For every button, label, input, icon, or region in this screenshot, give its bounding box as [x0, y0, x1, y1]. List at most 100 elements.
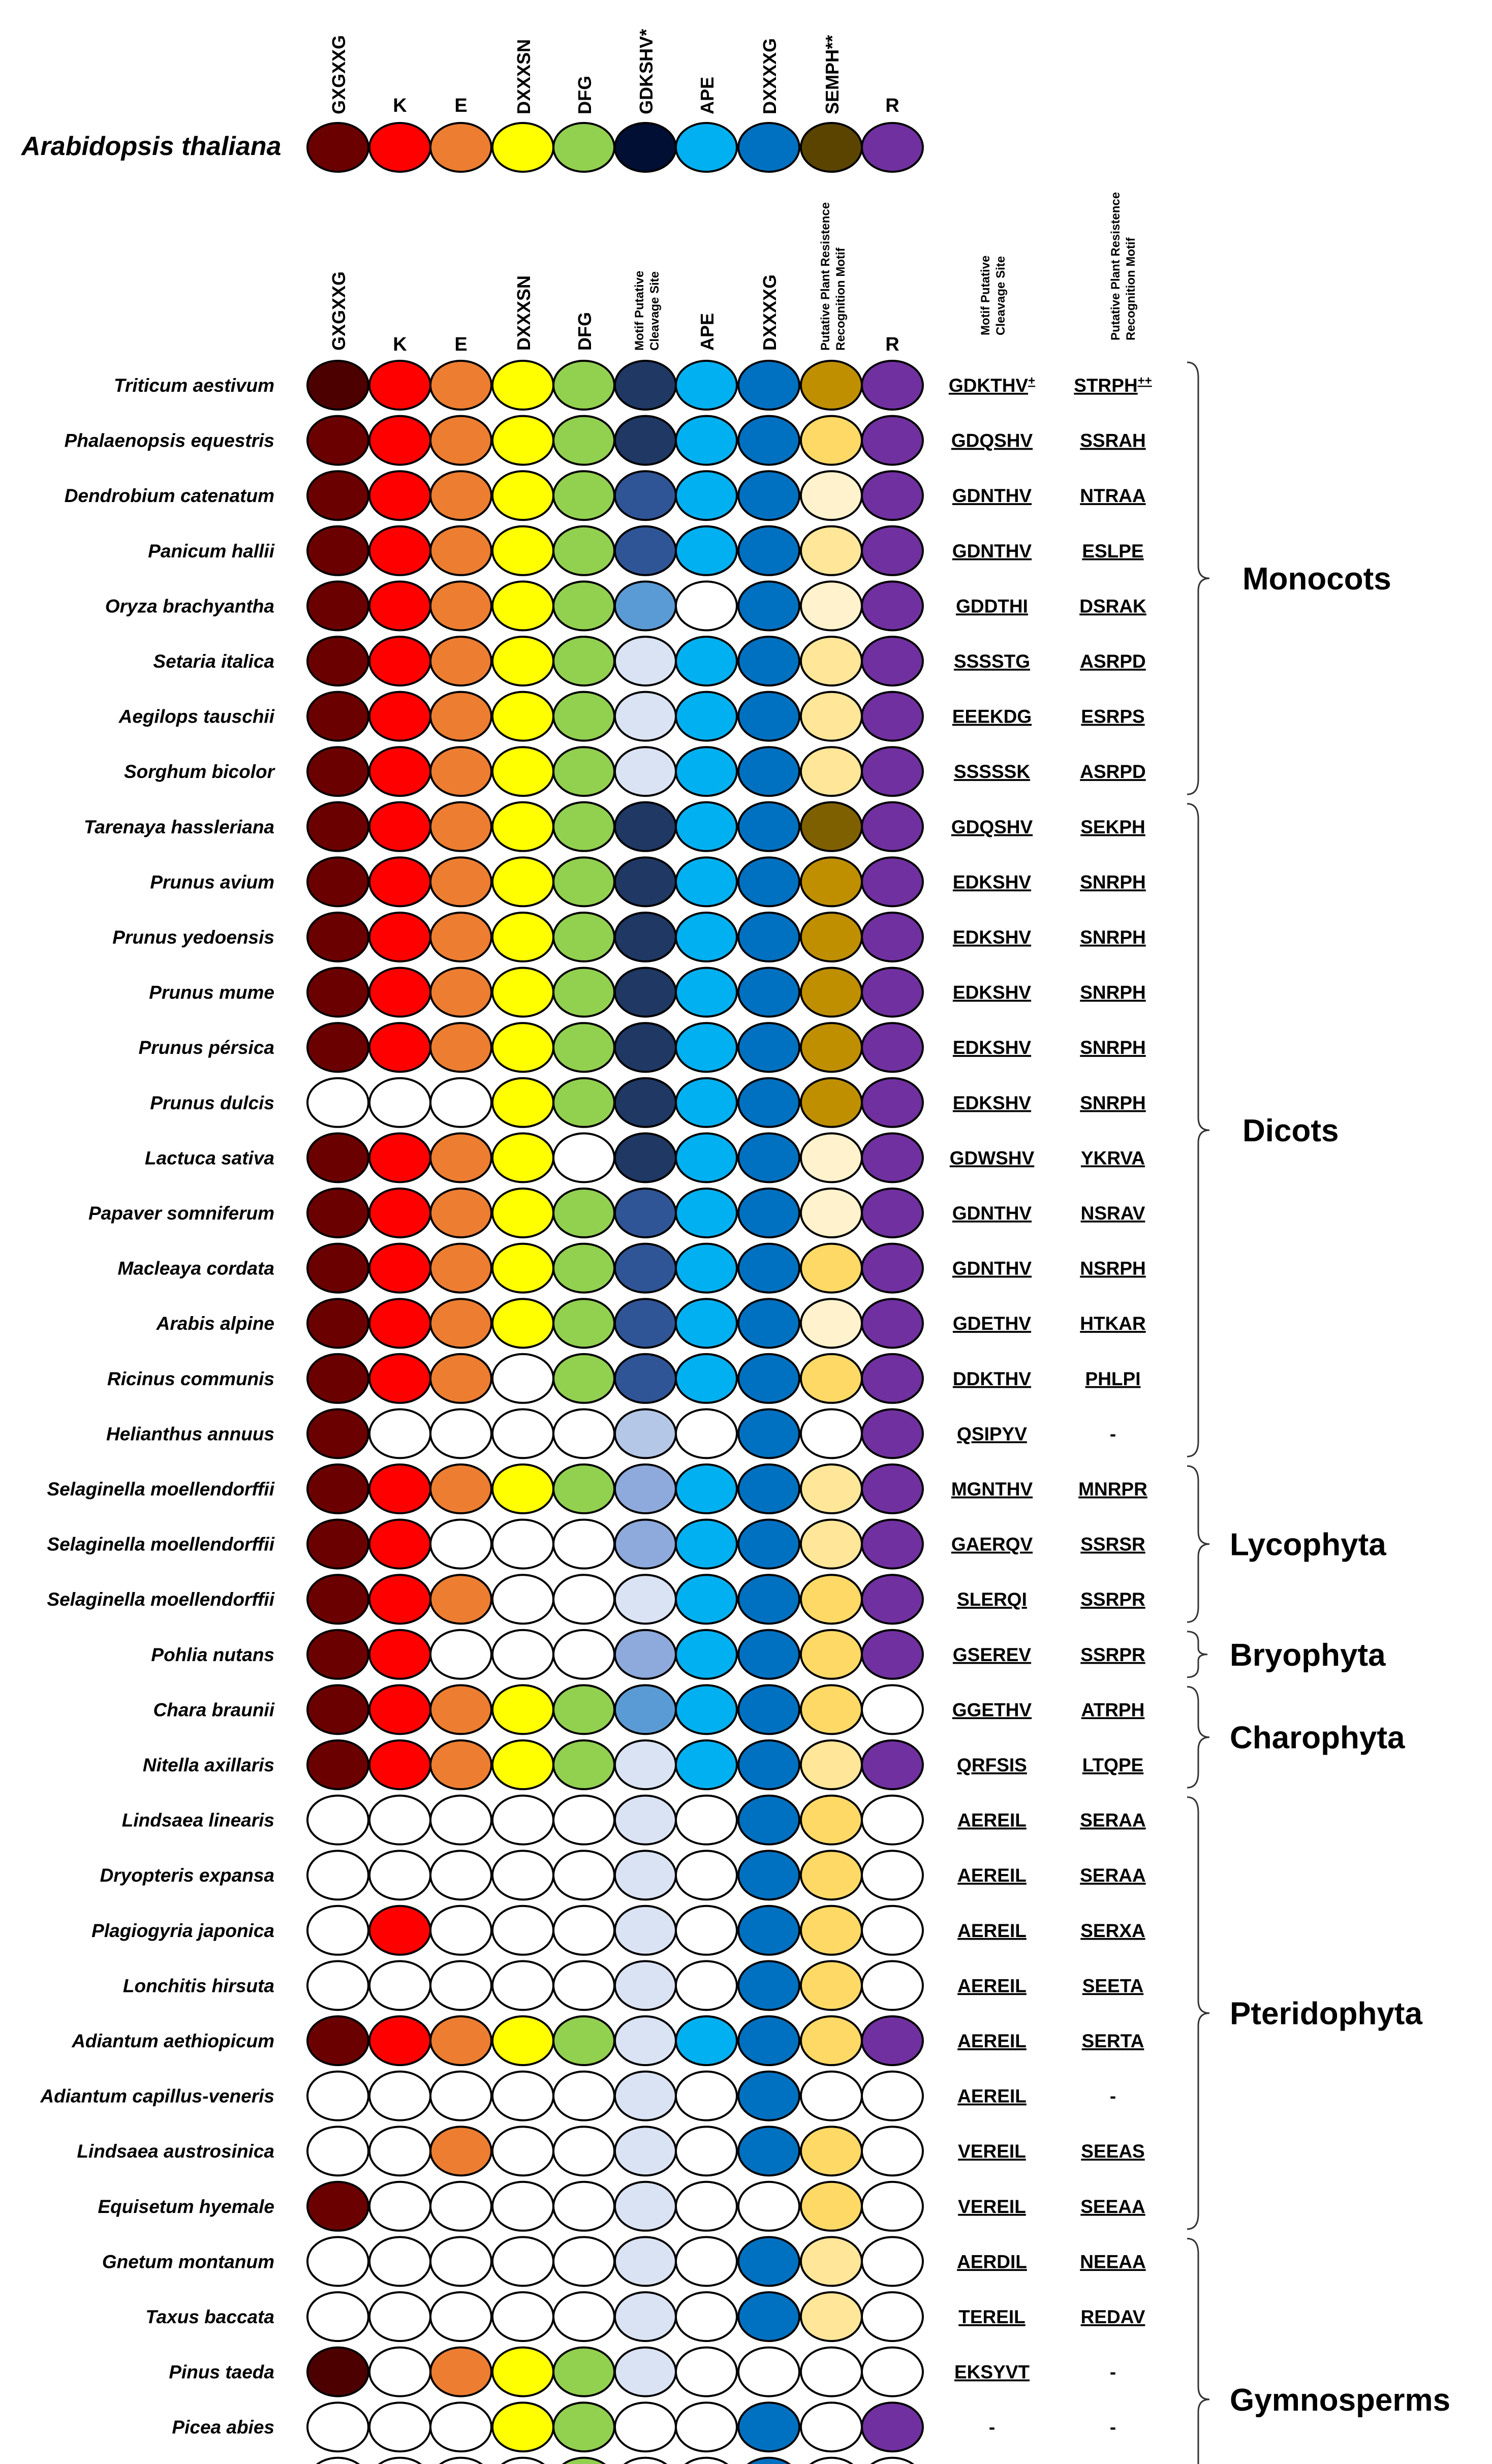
taxon-group: Dicots: [1187, 803, 1339, 1457]
motif-circle: [614, 360, 677, 411]
motif-circle: [675, 1960, 738, 2011]
motif-circle: [491, 470, 554, 521]
taxon-group: Charophyta: [1187, 1686, 1405, 1789]
cleavage-site-sequence: GDNTHV: [952, 485, 1032, 506]
group-brace: [1187, 1465, 1210, 1623]
motif-circle: [800, 2070, 863, 2122]
motif-circle: [614, 1960, 677, 2011]
reference-motif-circle: [368, 122, 431, 173]
motif-circle: [675, 580, 738, 632]
motif-circle: [306, 1794, 369, 1846]
species-name: Equisetum hyemale: [98, 2196, 274, 2217]
motif-circle: [861, 1132, 924, 1183]
motif-circle: [800, 1242, 863, 1294]
motif-circle: [429, 415, 492, 466]
cleavage-site-sequence: GSEREV: [953, 1644, 1032, 1665]
reference-species-label: Arabidopsis thaliana: [20, 132, 281, 161]
species-row: Chara braunii GGETHV ATRPH: [153, 1684, 1144, 1735]
motif-circle: [861, 1408, 924, 1459]
recognition-motif-sequence: -: [1110, 2362, 1116, 2383]
recognition-motif-sequence: ASRPD: [1080, 651, 1146, 672]
motif-circle: [861, 580, 924, 632]
recognition-motif-sequence: SNRPH: [1080, 1093, 1146, 1113]
motif-circle: [737, 470, 800, 521]
header-label: DXXXXG: [759, 274, 780, 351]
cleavage-site-sequence: TEREIL: [958, 2306, 1025, 2327]
header-label: DFG: [574, 312, 595, 351]
species-row: Prunus avium EDKSHV SNRPH: [150, 856, 1146, 908]
motif-circle: [552, 966, 615, 1018]
motif-circle: [614, 1077, 677, 1128]
motif-circle: [861, 2015, 924, 2066]
reference-row: Arabidopsis thaliana GXGXXG K E DXXXSN DFG GDK…: [20, 29, 924, 173]
motif-circle: [491, 1022, 554, 1073]
species-row: Phalaenopsis equestris GDQSHV SSRAH: [65, 415, 1146, 466]
group-brace: [1187, 803, 1210, 1457]
cleavage-site-sequence: EDKSHV: [953, 871, 1032, 892]
motif-circle: [368, 1353, 431, 1404]
motif-circle: [306, 2346, 369, 2397]
motif-circle: [368, 2401, 431, 2453]
motif-circle: [429, 2015, 492, 2066]
motif-circle: [429, 746, 492, 797]
motif-circle: [552, 1298, 615, 1349]
motif-circle: [368, 1739, 431, 1790]
cleavage-site-sequence: GDNTHV: [952, 1203, 1032, 1224]
motif-circle: [614, 1463, 677, 1514]
species-name: Triticum aestivum: [114, 375, 274, 396]
motif-circle: [675, 2346, 738, 2397]
motif-circle: [737, 525, 800, 576]
motif-circle: [306, 1077, 369, 1128]
motif-circle: [800, 1463, 863, 1514]
motif-circle: [861, 746, 924, 797]
motif-circle: [306, 912, 369, 962]
motif-circle: [491, 2236, 554, 2287]
motif-circle: [552, 470, 615, 521]
species-row: Lindsaea linearis AEREIL SERAA: [122, 1794, 1146, 1846]
motif-circle: [737, 912, 800, 962]
motif-circle: [368, 525, 431, 576]
group-label: Pteridophyta: [1230, 1997, 1422, 2032]
taxon-group: Lycophyta: [1187, 1465, 1386, 1623]
motif-circle: [306, 1242, 369, 1294]
motif-circle: [306, 360, 369, 411]
motif-circle: [614, 1132, 677, 1183]
cleavage-site-sequence: GDQSHV: [951, 430, 1033, 451]
motif-circle: [675, 1353, 738, 1404]
motif-circle: [368, 1960, 431, 2011]
reference-motif-circle: [429, 122, 492, 173]
motif-circle: [368, 1242, 431, 1294]
motif-circle: [614, 1850, 677, 1901]
recognition-motif-sequence: PHLPI: [1085, 1368, 1141, 1389]
motif-circle: [800, 1794, 863, 1846]
header-label: E: [454, 334, 467, 355]
motif-circle: [552, 2126, 615, 2177]
motif-circle: [368, 1629, 431, 1680]
species-row: Adiantum capillus-veneris AEREIL -: [40, 2070, 1116, 2122]
motif-circle: [614, 912, 677, 962]
recognition-motif-sequence: SNRPH: [1080, 1037, 1146, 1058]
motif-circle: [562, 2456, 606, 2464]
motif-circle: [368, 636, 431, 687]
taxon-group: Gymnosperms: [1187, 2237, 1450, 2464]
motif-circle: [737, 1463, 800, 1514]
motif-circle: [800, 1574, 863, 1625]
motif-circle: [675, 801, 738, 852]
motif-circle: [737, 2126, 800, 2177]
motif-circle: [429, 2291, 492, 2342]
motif-circle: [491, 2401, 554, 2453]
motif-circle: [552, 1684, 615, 1735]
motif-circle: [552, 415, 615, 466]
species-name: Macleaya cordata: [117, 1258, 274, 1279]
motif-circle: [861, 636, 924, 687]
species-name: Taxus baccata: [145, 2306, 274, 2327]
motif-circle: [429, 2126, 492, 2177]
recognition-motif-sequence: SNRPH: [1080, 927, 1146, 948]
motif-circle: [306, 2126, 369, 2177]
group-brace: [1187, 1796, 1210, 2230]
reference-motif-circle: [306, 122, 369, 173]
species-row: Arabis alpine GDETHV HTKAR: [156, 1298, 1146, 1349]
motif-circle: [614, 1298, 677, 1349]
motif-circle: [429, 360, 492, 411]
motif-circle: [800, 1077, 863, 1128]
